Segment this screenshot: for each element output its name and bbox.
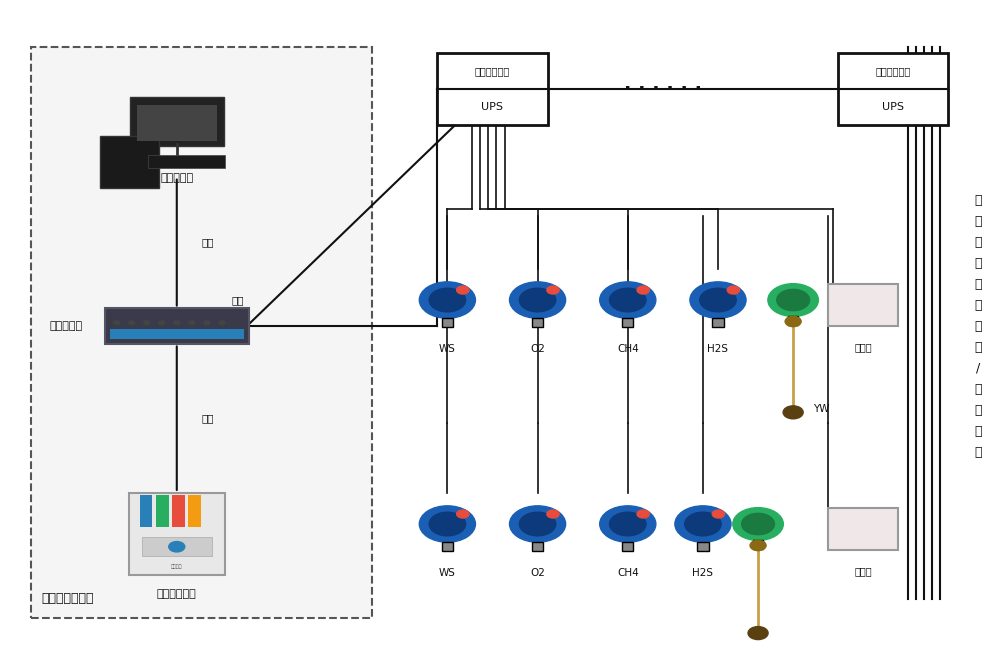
Circle shape <box>547 286 559 294</box>
FancyBboxPatch shape <box>140 495 153 527</box>
FancyBboxPatch shape <box>99 136 159 188</box>
Circle shape <box>219 321 225 325</box>
Text: UPS: UPS <box>481 102 504 112</box>
FancyBboxPatch shape <box>105 308 249 344</box>
FancyBboxPatch shape <box>31 47 372 618</box>
Circle shape <box>114 321 120 325</box>
FancyBboxPatch shape <box>442 318 453 327</box>
FancyBboxPatch shape <box>828 508 898 550</box>
Text: WS: WS <box>439 344 456 354</box>
Circle shape <box>419 506 475 542</box>
Circle shape <box>610 288 646 312</box>
FancyBboxPatch shape <box>828 284 898 326</box>
Circle shape <box>547 510 559 518</box>
Circle shape <box>777 289 810 310</box>
FancyBboxPatch shape <box>437 53 548 125</box>
Text: 网线: 网线 <box>202 413 214 423</box>
Circle shape <box>637 286 649 294</box>
Circle shape <box>159 321 165 325</box>
Circle shape <box>520 288 556 312</box>
FancyBboxPatch shape <box>172 495 185 527</box>
Circle shape <box>610 512 646 536</box>
Circle shape <box>768 284 818 316</box>
Circle shape <box>728 286 740 294</box>
Circle shape <box>429 288 465 312</box>
Text: O2: O2 <box>531 568 545 578</box>
Text: CH4: CH4 <box>617 568 638 578</box>
Circle shape <box>699 288 737 312</box>
Text: 环境监控主机: 环境监控主机 <box>157 589 197 599</box>
FancyBboxPatch shape <box>697 542 709 552</box>
FancyBboxPatch shape <box>622 318 633 327</box>
FancyBboxPatch shape <box>188 495 201 527</box>
Text: 区域控制单元: 区域控制单元 <box>474 67 511 76</box>
Circle shape <box>429 512 465 536</box>
FancyBboxPatch shape <box>148 155 225 168</box>
FancyBboxPatch shape <box>130 97 224 145</box>
Text: YW: YW <box>813 404 830 414</box>
FancyBboxPatch shape <box>156 495 169 527</box>
FancyBboxPatch shape <box>532 318 543 327</box>
FancyBboxPatch shape <box>532 542 543 552</box>
Text: H2S: H2S <box>708 344 729 354</box>
FancyBboxPatch shape <box>137 105 217 141</box>
Text: 千
兆
快
速
以
太
环
网
/
单
模
光
纤: 千 兆 快 速 以 太 环 网 / 单 模 光 纤 <box>975 194 982 458</box>
Circle shape <box>600 506 656 542</box>
Text: UPS: UPS <box>882 102 904 112</box>
Text: 监控工作室: 监控工作室 <box>160 173 193 183</box>
FancyBboxPatch shape <box>442 542 453 552</box>
Text: · · · · · ·: · · · · · · <box>624 80 701 98</box>
Text: 照明箱: 照明箱 <box>854 566 872 576</box>
Text: 综合管廊: 综合管廊 <box>171 564 183 569</box>
Circle shape <box>456 286 469 294</box>
Circle shape <box>129 321 135 325</box>
FancyBboxPatch shape <box>142 537 212 556</box>
Text: 照明箱: 照明箱 <box>854 342 872 352</box>
Circle shape <box>689 282 746 318</box>
Text: 区域控制单元: 区域控制单元 <box>875 67 911 76</box>
Text: 网线: 网线 <box>202 237 214 248</box>
Circle shape <box>600 282 656 318</box>
Circle shape <box>675 506 731 542</box>
Circle shape <box>456 510 469 518</box>
Circle shape <box>419 282 475 318</box>
Circle shape <box>750 541 766 551</box>
Circle shape <box>169 542 185 552</box>
Circle shape <box>510 282 566 318</box>
Text: H2S: H2S <box>692 568 714 578</box>
Circle shape <box>748 627 768 640</box>
Circle shape <box>174 321 180 325</box>
Circle shape <box>637 510 649 518</box>
Circle shape <box>204 321 210 325</box>
FancyBboxPatch shape <box>110 329 244 339</box>
Text: 光纤: 光纤 <box>232 295 244 305</box>
Circle shape <box>742 513 775 535</box>
Circle shape <box>520 512 556 536</box>
FancyBboxPatch shape <box>622 542 633 552</box>
FancyBboxPatch shape <box>838 53 949 125</box>
Circle shape <box>144 321 150 325</box>
Circle shape <box>783 406 803 419</box>
FancyBboxPatch shape <box>713 318 724 327</box>
Circle shape <box>785 316 801 327</box>
FancyBboxPatch shape <box>129 493 225 574</box>
Text: 综合管廊中控室: 综合管廊中控室 <box>41 592 94 605</box>
Text: CH4: CH4 <box>617 344 638 354</box>
Circle shape <box>713 510 725 518</box>
Circle shape <box>684 512 722 536</box>
FancyBboxPatch shape <box>753 541 763 548</box>
Circle shape <box>733 508 783 541</box>
Circle shape <box>510 506 566 542</box>
Text: WS: WS <box>439 568 456 578</box>
Circle shape <box>189 321 195 325</box>
Text: O2: O2 <box>531 344 545 354</box>
Text: 核心交换机: 核心交换机 <box>50 321 83 331</box>
FancyBboxPatch shape <box>788 316 798 325</box>
